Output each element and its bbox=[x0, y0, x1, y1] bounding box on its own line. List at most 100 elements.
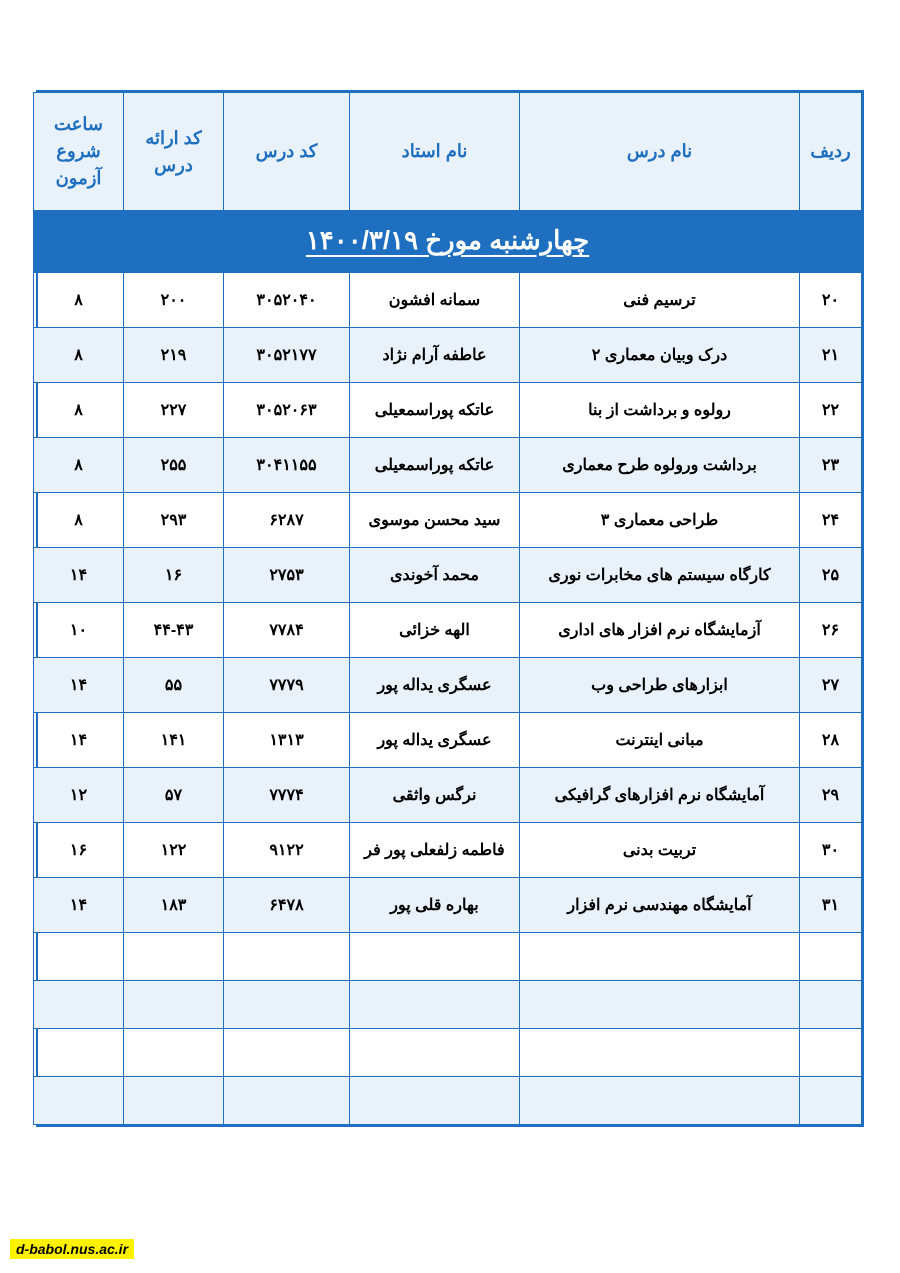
cell-offer_code: ۱۸۳ bbox=[124, 878, 224, 933]
cell-row_no: ۳۰ bbox=[800, 823, 862, 878]
cell-course_name: رولوه و برداشت از بنا bbox=[520, 383, 800, 438]
cell-professor: بهاره قلی پور bbox=[350, 878, 520, 933]
cell-empty bbox=[350, 933, 520, 981]
cell-offer_code: ۲۰۰ bbox=[124, 273, 224, 328]
cell-empty bbox=[34, 981, 124, 1029]
cell-course_name: برداشت ورولوه طرح معماری bbox=[520, 438, 800, 493]
cell-empty bbox=[34, 933, 124, 981]
cell-professor: الهه خزائی bbox=[350, 603, 520, 658]
cell-exam_time: ۸ bbox=[34, 493, 124, 548]
cell-offer_code: ۵۵ bbox=[124, 658, 224, 713]
table-row: ۳۱آمایشگاه مهندسی نرم افزاربهاره قلی پور… bbox=[34, 878, 862, 933]
table-row: ۲۶آزمایشگاه نرم افزار های اداریالهه خزائ… bbox=[34, 603, 862, 658]
cell-exam_time: ۱۴ bbox=[34, 713, 124, 768]
cell-exam_time: ۱۰ bbox=[34, 603, 124, 658]
table-row: ۲۵کارگاه سیستم های مخابرات نوریمحمد آخون… bbox=[34, 548, 862, 603]
cell-row_no: ۲۵ bbox=[800, 548, 862, 603]
cell-empty bbox=[34, 1077, 124, 1125]
cell-offer_code: ۱۲۲ bbox=[124, 823, 224, 878]
cell-empty bbox=[124, 1077, 224, 1125]
cell-row_no: ۲۲ bbox=[800, 383, 862, 438]
cell-empty bbox=[124, 933, 224, 981]
table-row: ۲۹آمایشگاه نرم افزارهای گرافیکینرگس واثق… bbox=[34, 768, 862, 823]
cell-course_code: ۷۷۸۴ bbox=[224, 603, 350, 658]
table-row-empty bbox=[34, 981, 862, 1029]
table-row: ۲۴طراحی معماری ۳سید محسن موسوی۶۲۸۷۲۹۳۸ bbox=[34, 493, 862, 548]
cell-empty bbox=[800, 981, 862, 1029]
cell-professor: سید محسن موسوی bbox=[350, 493, 520, 548]
table-row: ۲۸مبانی اینترنتعسگری یداله پور۱۳۱۳۱۴۱۱۴ bbox=[34, 713, 862, 768]
cell-exam_time: ۱۶ bbox=[34, 823, 124, 878]
cell-empty bbox=[520, 981, 800, 1029]
cell-offer_code: ۱۴۱ bbox=[124, 713, 224, 768]
cell-row_no: ۳۱ bbox=[800, 878, 862, 933]
cell-course_code: ۶۴۷۸ bbox=[224, 878, 350, 933]
cell-exam_time: ۱۲ bbox=[34, 768, 124, 823]
cell-row_no: ۲۹ bbox=[800, 768, 862, 823]
cell-empty bbox=[800, 933, 862, 981]
cell-course_code: ۳۰۵۲۰۴۰ bbox=[224, 273, 350, 328]
cell-exam_time: ۸ bbox=[34, 328, 124, 383]
cell-course_name: درک وبیان معماری ۲ bbox=[520, 328, 800, 383]
cell-row_no: ۲۶ bbox=[800, 603, 862, 658]
cell-offer_code: ۱۶ bbox=[124, 548, 224, 603]
cell-course_name: مبانی اینترنت bbox=[520, 713, 800, 768]
col-header-course-name: نام درس bbox=[520, 93, 800, 211]
cell-course_name: آمایشگاه نرم افزارهای گرافیکی bbox=[520, 768, 800, 823]
table-row-empty bbox=[34, 933, 862, 981]
cell-professor: نرگس واثقی bbox=[350, 768, 520, 823]
table-row: ۲۲رولوه و برداشت از بناعاتکه پوراسمعیلی۳… bbox=[34, 383, 862, 438]
table-row: ۲۷ابزارهای طراحی وبعسگری یداله پور۷۷۷۹۵۵… bbox=[34, 658, 862, 713]
cell-empty bbox=[224, 1077, 350, 1125]
cell-empty bbox=[34, 1029, 124, 1077]
cell-row_no: ۲۴ bbox=[800, 493, 862, 548]
cell-course_name: آزمایشگاه نرم افزار های اداری bbox=[520, 603, 800, 658]
cell-offer_code: ۲۵۵ bbox=[124, 438, 224, 493]
col-header-exam-time: ساعت شروع آزمون bbox=[34, 93, 124, 211]
cell-empty bbox=[224, 981, 350, 1029]
cell-empty bbox=[520, 933, 800, 981]
cell-empty bbox=[800, 1029, 862, 1077]
cell-course_name: کارگاه سیستم های مخابرات نوری bbox=[520, 548, 800, 603]
cell-empty bbox=[124, 981, 224, 1029]
cell-row_no: ۲۱ bbox=[800, 328, 862, 383]
cell-course_code: ۱۳۱۳ bbox=[224, 713, 350, 768]
cell-exam_time: ۸ bbox=[34, 438, 124, 493]
cell-course_code: ۲۷۵۳ bbox=[224, 548, 350, 603]
cell-row_no: ۲۸ bbox=[800, 713, 862, 768]
table-row: ۲۳برداشت ورولوه طرح معماریعاتکه پوراسمعی… bbox=[34, 438, 862, 493]
cell-course_code: ۳۰۵۲۱۷۷ bbox=[224, 328, 350, 383]
schedule-table: چهارشنبه مورخ ۱۴۰۰/۳/۱۹ ردیف نام درس نام… bbox=[33, 92, 862, 1125]
table-title: چهارشنبه مورخ ۱۴۰۰/۳/۱۹ bbox=[34, 211, 862, 273]
cell-row_no: ۲۷ bbox=[800, 658, 862, 713]
cell-offer_code: ۲۲۷ bbox=[124, 383, 224, 438]
table-body: ۲۰ترسیم فنیسمانه افشون۳۰۵۲۰۴۰۲۰۰۸۲۱درک و… bbox=[34, 273, 862, 1125]
cell-professor: عاتکه پوراسمعیلی bbox=[350, 383, 520, 438]
cell-course_name: تربیت بدنی bbox=[520, 823, 800, 878]
cell-empty bbox=[224, 933, 350, 981]
cell-course_name: طراحی معماری ۳ bbox=[520, 493, 800, 548]
cell-professor: عاطفه آرام نژاد bbox=[350, 328, 520, 383]
table-head: ردیف نام درس نام استاد کد درس کد ارائه د… bbox=[34, 93, 862, 211]
cell-offer_code: ۴۴-۴۳ bbox=[124, 603, 224, 658]
cell-empty bbox=[350, 1029, 520, 1077]
cell-exam_time: ۸ bbox=[34, 273, 124, 328]
col-header-course-code: کد درس bbox=[224, 93, 350, 211]
cell-offer_code: ۲۹۳ bbox=[124, 493, 224, 548]
table-row-empty bbox=[34, 1077, 862, 1125]
cell-empty bbox=[350, 1077, 520, 1125]
cell-exam_time: ۱۴ bbox=[34, 548, 124, 603]
cell-course_code: ۳۰۴۱۱۵۵ bbox=[224, 438, 350, 493]
schedule-table-wrap: چهارشنبه مورخ ۱۴۰۰/۳/۱۹ ردیف نام درس نام… bbox=[36, 90, 864, 1127]
cell-professor: سمانه افشون bbox=[350, 273, 520, 328]
cell-exam_time: ۱۴ bbox=[34, 878, 124, 933]
cell-exam_time: ۸ bbox=[34, 383, 124, 438]
col-header-offer-code: کد ارائه درس bbox=[124, 93, 224, 211]
cell-offer_code: ۵۷ bbox=[124, 768, 224, 823]
cell-professor: فاطمه زلفعلی پور فر bbox=[350, 823, 520, 878]
cell-course_code: ۶۲۸۷ bbox=[224, 493, 350, 548]
cell-course_code: ۳۰۵۲۰۶۳ bbox=[224, 383, 350, 438]
col-header-row-no: ردیف bbox=[800, 93, 862, 211]
cell-empty bbox=[350, 981, 520, 1029]
cell-course_name: آمایشگاه مهندسی نرم افزار bbox=[520, 878, 800, 933]
